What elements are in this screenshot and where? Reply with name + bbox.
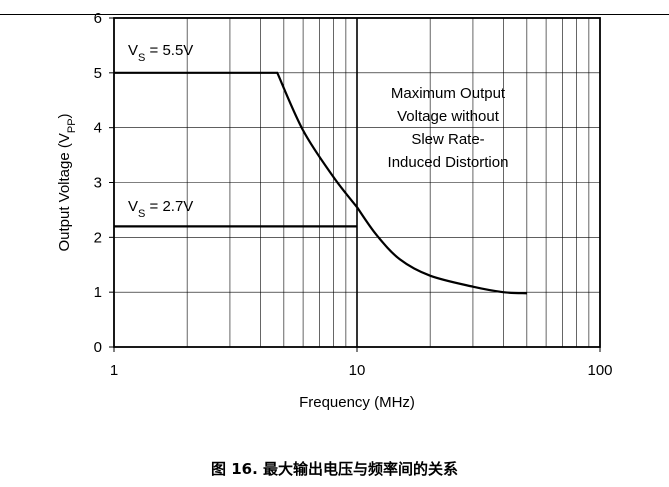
annotation-line: Maximum Output: [391, 85, 506, 102]
y-tick-label: 5: [94, 65, 102, 82]
y-tick-label: 2: [94, 229, 102, 246]
y-tick-label: 4: [94, 120, 102, 137]
x-axis-title: Frequency (MHz): [299, 394, 415, 411]
annotation-line: Induced Distortion: [388, 154, 509, 171]
x-tick-label: 10: [349, 362, 366, 379]
series-line-1: [114, 71, 358, 208]
x-tick-label: 1: [110, 362, 118, 379]
y-axis-title: Output Voltage (VPP): [56, 113, 78, 251]
top-rule: [0, 14, 669, 15]
y-tick-label: 3: [94, 175, 102, 192]
series-label-2v7: VS = 2.7V: [128, 198, 193, 220]
annotation-line: Voltage without: [397, 108, 500, 125]
series-line-3: [356, 206, 527, 295]
figure-caption: 图 16. 最大输出电压与频率间的关系: [210, 460, 459, 478]
series-label-5v5: VS = 5.5V: [128, 42, 193, 64]
y-tick-label: 0: [94, 339, 102, 356]
x-tick-label: 100: [587, 362, 612, 379]
y-tick-label: 1: [94, 284, 102, 301]
y-tick-label: 6: [94, 10, 102, 27]
annotation-line: Slew Rate-: [411, 131, 484, 148]
